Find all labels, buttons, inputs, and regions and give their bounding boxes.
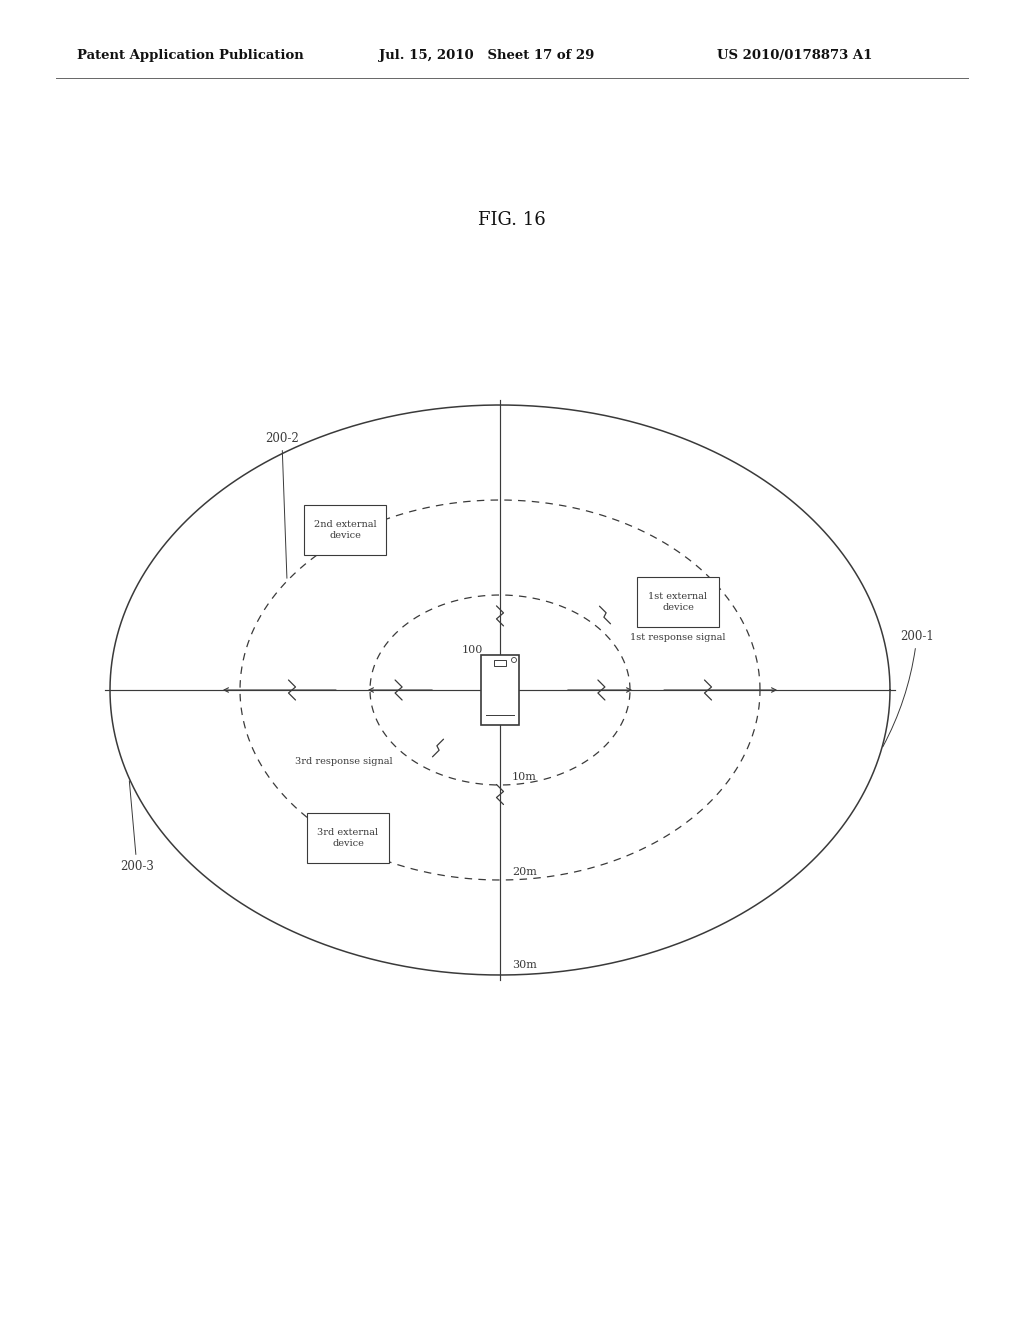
Text: FIG. 16: FIG. 16	[478, 211, 546, 228]
Text: Patent Application Publication: Patent Application Publication	[77, 49, 303, 62]
Bar	[304, 506, 386, 554]
Bar	[637, 577, 719, 627]
Text: 1st response signal: 1st response signal	[630, 634, 725, 643]
Text: 10m: 10m	[512, 772, 537, 781]
Text: US 2010/0178873 A1: US 2010/0178873 A1	[717, 49, 872, 62]
Text: 100: 100	[462, 645, 482, 655]
Text: 30m: 30m	[512, 960, 537, 970]
Text: 3rd external
device: 3rd external device	[317, 828, 379, 849]
Text: 1st external
device: 1st external device	[648, 591, 708, 612]
Circle shape	[512, 657, 516, 663]
Text: 3rd response signal: 3rd response signal	[295, 758, 392, 767]
Bar	[481, 655, 519, 725]
Text: 20m: 20m	[512, 867, 537, 876]
Bar	[307, 813, 389, 863]
Bar	[494, 660, 506, 667]
Text: 200-1: 200-1	[883, 630, 934, 747]
Text: 200-2: 200-2	[265, 432, 299, 578]
Text: Jul. 15, 2010   Sheet 17 of 29: Jul. 15, 2010 Sheet 17 of 29	[379, 49, 594, 62]
Text: 200-3: 200-3	[120, 781, 154, 873]
Text: 2nd external
device: 2nd external device	[313, 520, 376, 540]
